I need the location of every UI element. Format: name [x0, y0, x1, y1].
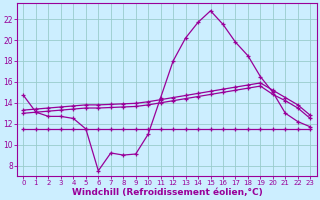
X-axis label: Windchill (Refroidissement éolien,°C): Windchill (Refroidissement éolien,°C): [72, 188, 262, 197]
